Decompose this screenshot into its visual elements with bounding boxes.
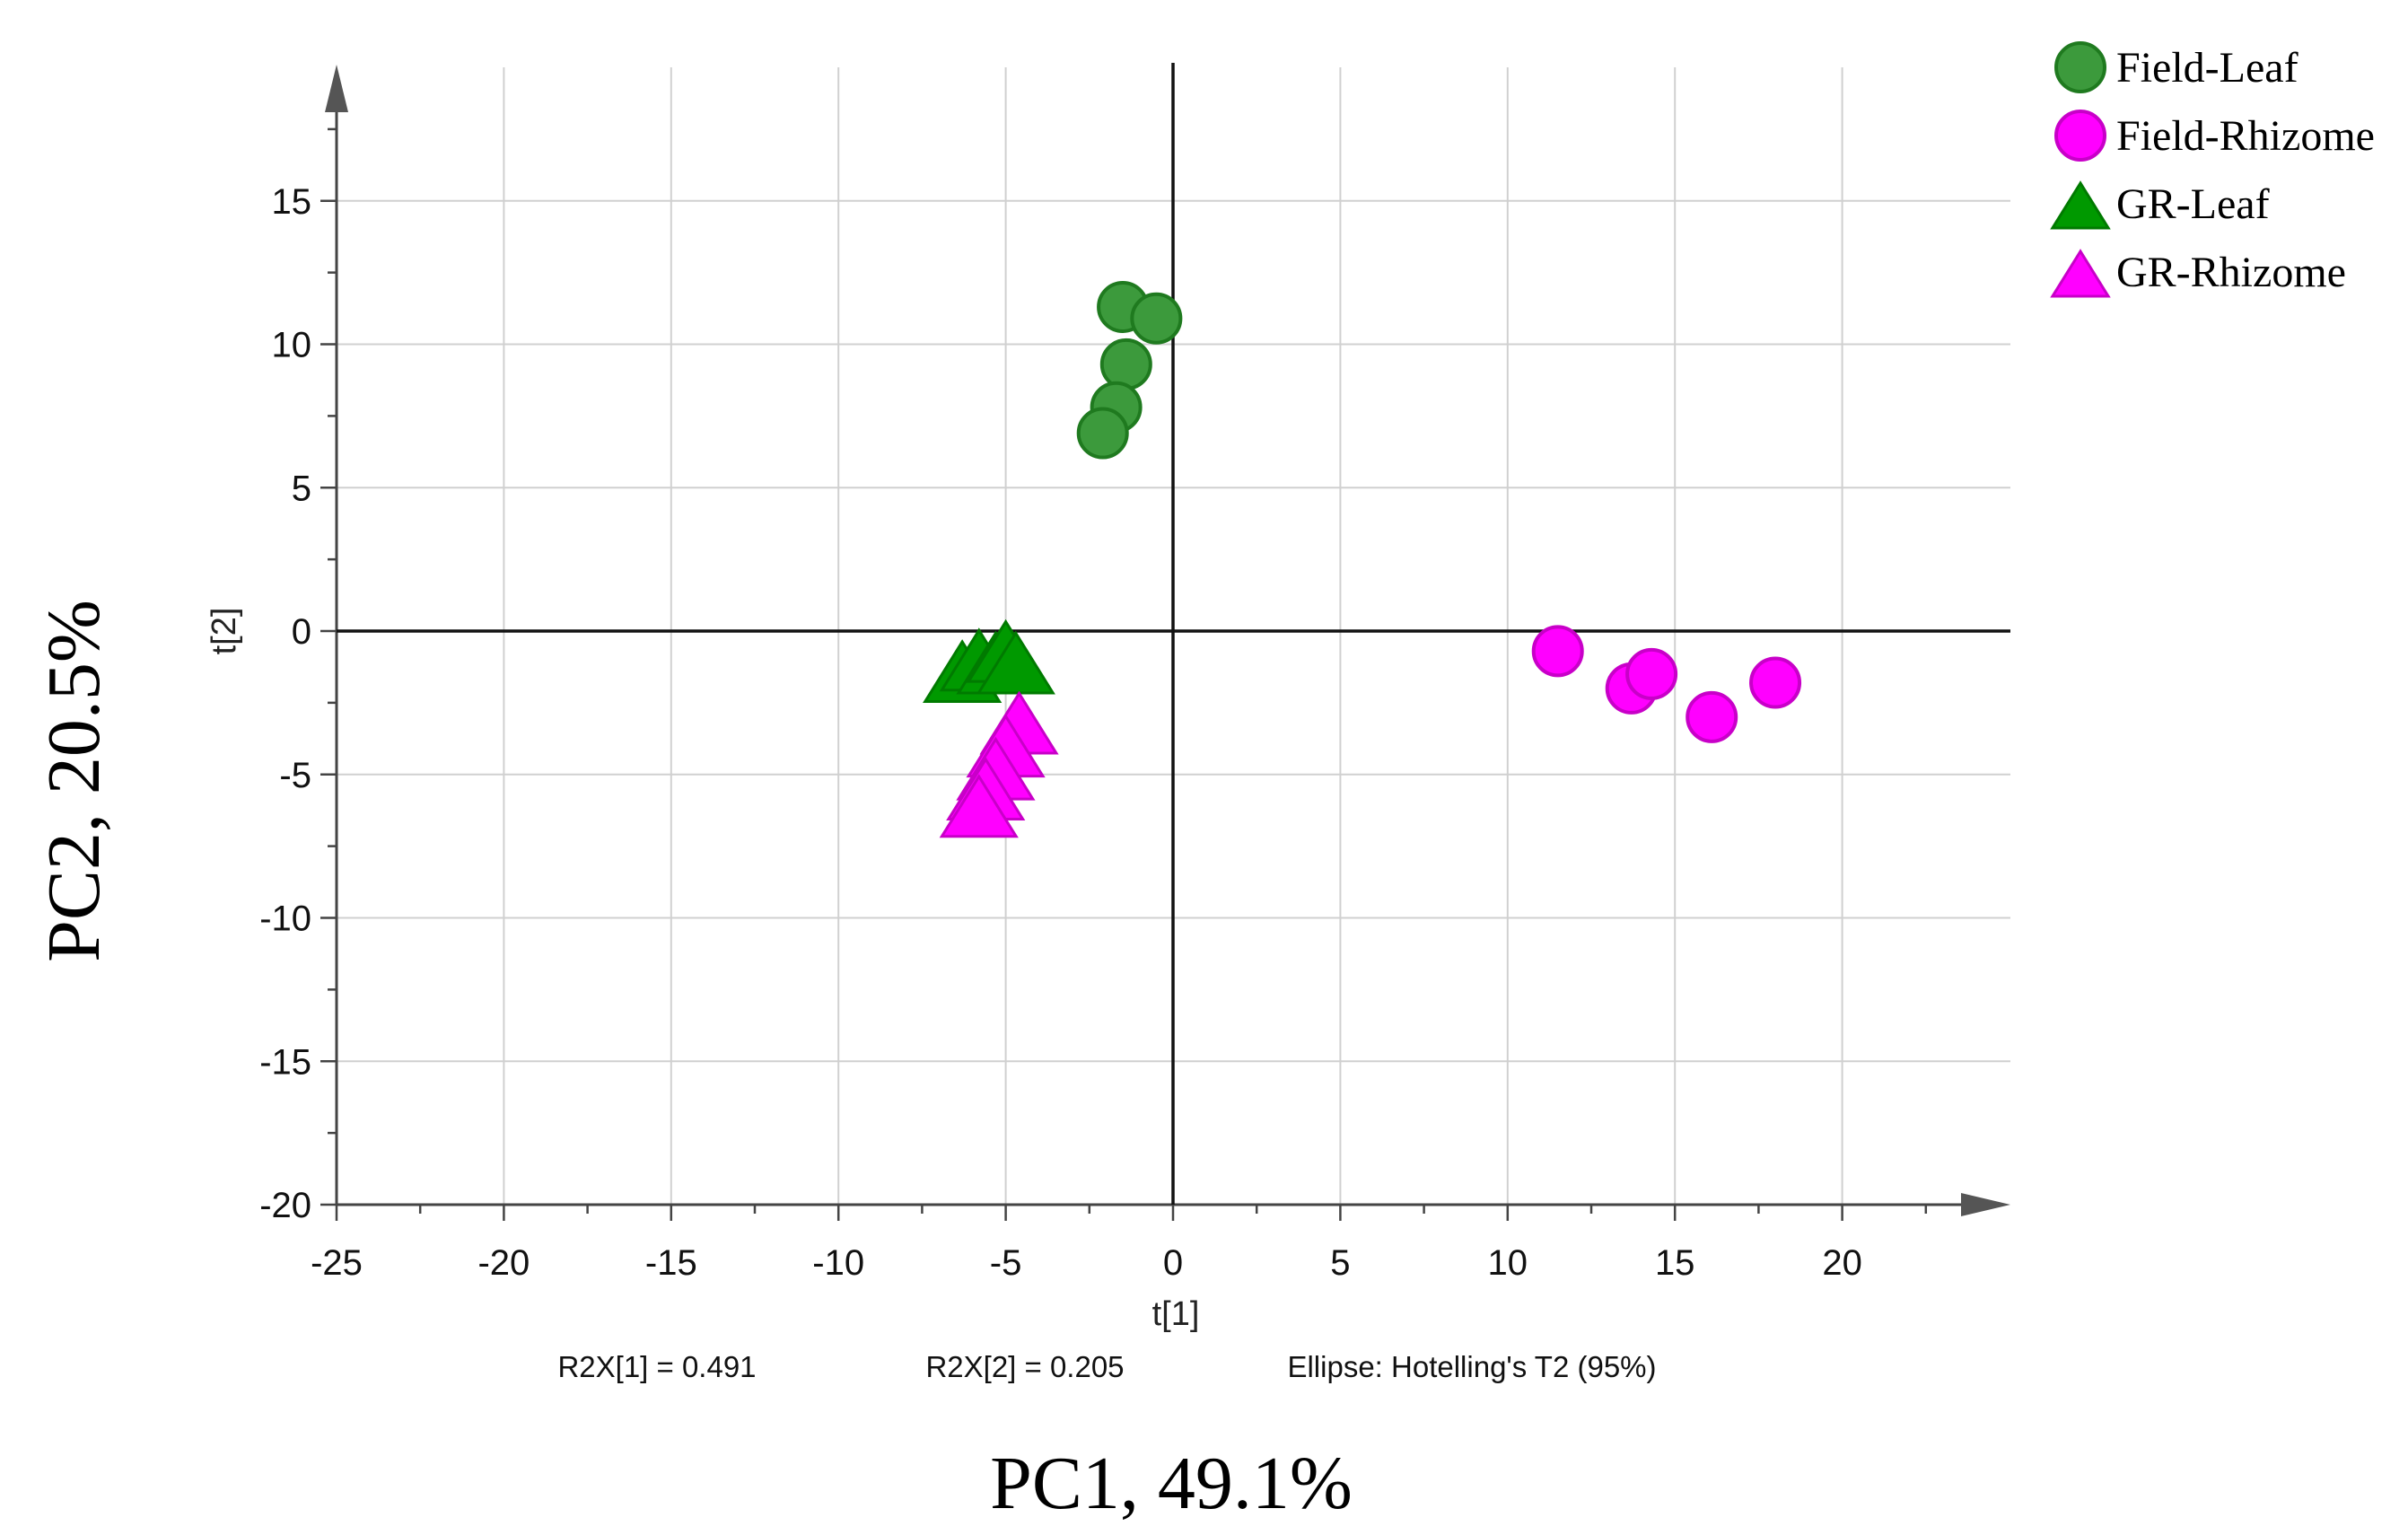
legend-label-field-rhizome: Field-Rhizome [2116, 112, 2375, 160]
y-tick-label: -10 [259, 899, 311, 939]
legend-label-field-leaf: Field-Leaf [2116, 44, 2299, 92]
legend-label-gr-leaf: GR-Leaf [2116, 180, 2270, 228]
x-tick-label: 20 [1822, 1243, 1862, 1283]
data-points [923, 280, 1802, 838]
y-tick-label: 15 [272, 182, 312, 222]
outer-y-label: PC2, 20.5% [32, 600, 116, 962]
x-tick-label: -25 [311, 1243, 363, 1283]
gr-rhizome-point [939, 774, 1019, 838]
gr-leaf-point [976, 630, 1055, 695]
legend-marker-gr-leaf [2050, 180, 2111, 230]
y-tick-label: 5 [292, 469, 311, 508]
y-tick-label: -5 [279, 756, 311, 795]
field-rhizome-point [1686, 690, 1738, 743]
y-tick-label: -15 [259, 1042, 311, 1082]
legend-label-gr-rhizome: GR-Rhizome [2116, 249, 2346, 296]
ellipse-label: Ellipse: Hotelling's T2 (95%) [1287, 1350, 1656, 1383]
axes [325, 63, 2010, 1216]
x-tick-label: 0 [1163, 1243, 1183, 1283]
x-tick-label: -20 [477, 1243, 530, 1283]
legend-marker-gr-rhizome [2050, 249, 2111, 298]
y-tick-label: 0 [292, 612, 311, 652]
legend-marker-field-leaf [2054, 41, 2106, 93]
x-tick-label: 5 [1330, 1243, 1350, 1283]
field-leaf-point [1099, 338, 1152, 390]
y-axis-label: t[2] [206, 608, 243, 655]
x-tick-label: -10 [812, 1243, 864, 1283]
r2x2-label: R2X[2] = 0.205 [925, 1350, 1124, 1383]
x-axis-label: t[1] [1152, 1295, 1200, 1333]
y-tick-label: -20 [259, 1186, 311, 1225]
field-leaf-point [1076, 407, 1129, 460]
y-tick-label: 10 [272, 326, 312, 365]
field-rhizome-point [1531, 625, 1584, 678]
outer-x-label: PC1, 49.1% [990, 1442, 1353, 1525]
x-tick-label: -15 [645, 1243, 697, 1283]
legend-marker-field-rhizome [2054, 110, 2106, 162]
y-axis-arrow [325, 65, 348, 112]
x-axis-arrow [1961, 1193, 2010, 1216]
field-leaf-point [1130, 292, 1183, 345]
x-tick-label: -5 [990, 1243, 1022, 1283]
r2x1-label: R2X[1] = 0.491 [557, 1350, 756, 1383]
field-rhizome-point [1749, 656, 1802, 709]
x-tick-label: 15 [1655, 1243, 1695, 1283]
legend: Field-Leaf Field-Rhizome GR-Leaf GR-Rhizome [2050, 41, 2375, 298]
x-tick-label: 10 [1488, 1243, 1528, 1283]
field-rhizome-point [1625, 647, 1678, 700]
